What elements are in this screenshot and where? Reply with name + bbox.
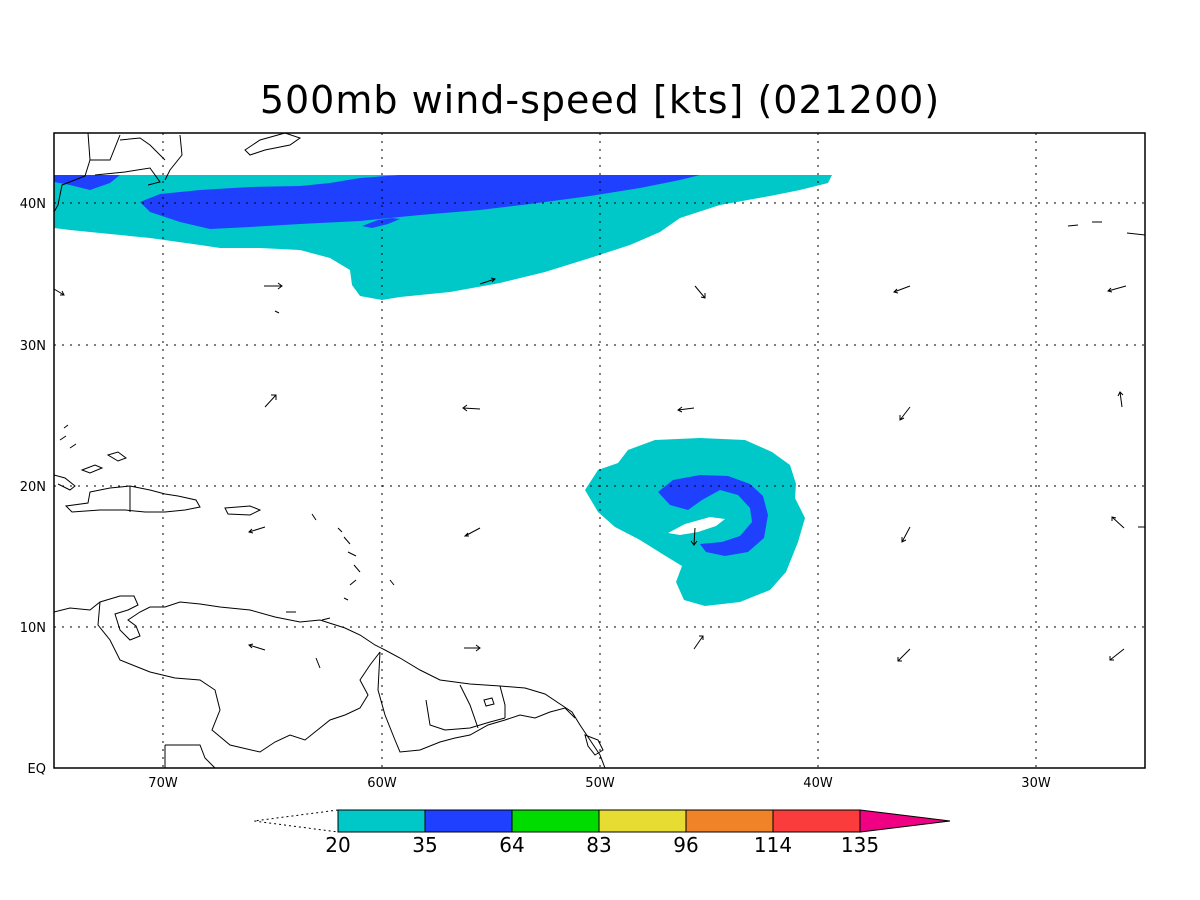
- lat-tick-label: 30N: [20, 339, 46, 354]
- colorbar-label: 35: [412, 833, 437, 857]
- colorbar: 20 35 64 83 96 114 135: [253, 809, 951, 857]
- colorbar-label: 135: [841, 833, 879, 857]
- colorbar-bin: [772, 809, 861, 833]
- colorbar-label: 64: [499, 833, 524, 857]
- lon-tick-label: 60W: [367, 776, 397, 791]
- colorbar-bin: [337, 809, 426, 833]
- map-title: 500mb wind-speed [kts] (021200): [259, 78, 941, 122]
- colorbar-bin: [511, 809, 600, 833]
- colorbar-label: 20: [325, 833, 350, 857]
- lat-tick-label: 40N: [20, 197, 46, 212]
- colorbar-high-triangle: [859, 809, 951, 833]
- jet-region-35-64: [54, 175, 700, 229]
- colorbar-low-triangle: [253, 809, 339, 833]
- colorbar-label: 96: [673, 833, 698, 857]
- colorbar-label: 83: [586, 833, 611, 857]
- lon-tick-label: 70W: [148, 776, 178, 791]
- lon-tick-label: 30W: [1021, 776, 1051, 791]
- lat-tick-label: 10N: [20, 621, 46, 636]
- jet-small-patch: [362, 218, 400, 228]
- lon-axis: 70W 60W 50W 40W 30W: [148, 776, 1051, 791]
- wind-speed-shading: [54, 175, 832, 606]
- storm-eye: [668, 517, 725, 535]
- storm-region-35-64: [658, 475, 768, 556]
- lon-tick-label: 50W: [585, 776, 615, 791]
- coastlines: [54, 133, 1145, 768]
- lat-axis: EQ 10N 20N 30N 40N: [20, 197, 46, 777]
- colorbar-label: 114: [754, 833, 792, 857]
- gridlines: [54, 133, 1145, 768]
- colorbar-bin: [685, 809, 774, 833]
- lon-tick-label: 40W: [803, 776, 833, 791]
- plot-frame: [53, 132, 1146, 769]
- lat-tick-label: 20N: [20, 480, 46, 495]
- colorbar-bin: [424, 809, 513, 833]
- colorbar-bin: [598, 809, 687, 833]
- lat-tick-label: EQ: [28, 762, 46, 777]
- wind-vectors: [53, 277, 1145, 662]
